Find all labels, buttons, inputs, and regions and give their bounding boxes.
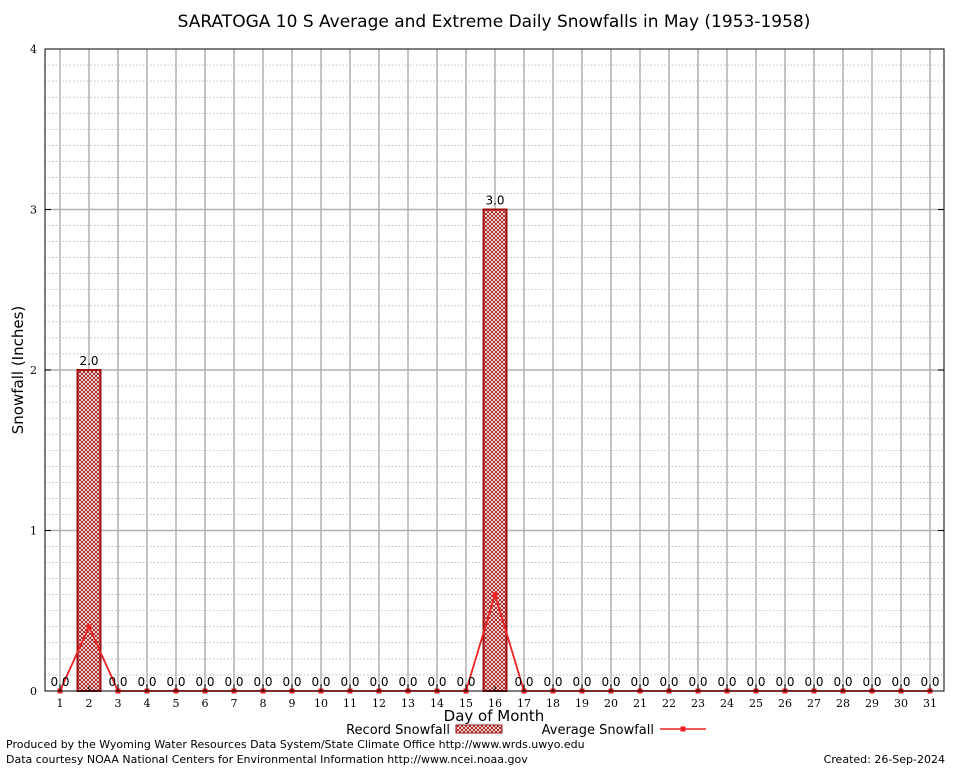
average-point (86, 624, 92, 630)
bar-value-label: 0.0 (224, 675, 243, 689)
x-axis-label: Day of Month (444, 707, 545, 725)
x-tick-label: 2 (86, 697, 93, 710)
bar-value-label: 0.0 (369, 675, 388, 689)
y-tick-label: 2 (30, 364, 37, 377)
bar-value-label: 0.0 (891, 675, 910, 689)
footer-created: Created: 26-Sep-2024 (824, 753, 945, 766)
x-tick-label: 11 (343, 697, 357, 710)
bar-value-label: 0.0 (195, 675, 214, 689)
bar-value-label: 0.0 (659, 675, 678, 689)
x-tick-label: 18 (546, 697, 560, 710)
x-tick-label: 25 (749, 697, 763, 710)
bar-value-label: 0.0 (746, 675, 765, 689)
x-tick-label: 30 (894, 697, 908, 710)
bar-value-label: 0.0 (630, 675, 649, 689)
bar-value-label: 0.0 (862, 675, 881, 689)
x-tick-label: 31 (923, 697, 937, 710)
x-tick-label: 7 (231, 697, 238, 710)
bar-value-label: 0.0 (50, 675, 69, 689)
y-tick-label: 3 (30, 204, 37, 217)
x-tick-label: 13 (401, 697, 415, 710)
bar-value-label: 0.0 (833, 675, 852, 689)
x-tick-label: 29 (865, 697, 879, 710)
x-tick-label: 4 (144, 697, 151, 710)
bar-value-label: 0.0 (920, 675, 939, 689)
bar-value-label: 0.0 (514, 675, 533, 689)
bar-value-label: 0.0 (398, 675, 417, 689)
bar-value-label: 0.0 (601, 675, 620, 689)
legend-average-marker (680, 726, 686, 732)
x-tick-label: 26 (778, 697, 792, 710)
x-tick-label: 24 (720, 697, 734, 710)
bar-value-label: 0.0 (282, 675, 301, 689)
legend-average-label: Average Snowfall (542, 723, 654, 738)
y-tick-label: 0 (30, 685, 37, 698)
bar-value-label: 0.0 (572, 675, 591, 689)
x-tick-label: 21 (633, 697, 647, 710)
x-tick-label: 19 (575, 697, 589, 710)
x-tick-label: 9 (289, 697, 296, 710)
bar-value-label: 0.0 (340, 675, 359, 689)
bar-value-label: 0.0 (456, 675, 475, 689)
bar-value-label: 0.0 (253, 675, 272, 689)
x-tick-label: 14 (430, 697, 444, 710)
x-tick-label: 12 (372, 697, 386, 710)
bar-value-label: 0.0 (688, 675, 707, 689)
bar-value-label: 0.0 (775, 675, 794, 689)
bar-value-label: 3.0 (485, 194, 504, 208)
x-tick-label: 23 (691, 697, 705, 710)
x-tick-label: 10 (314, 697, 328, 710)
bar-value-label: 0.0 (804, 675, 823, 689)
x-tick-label: 5 (173, 697, 180, 710)
bar-value-label: 0.0 (543, 675, 562, 689)
bar-value-label: 0.0 (166, 675, 185, 689)
bar-value-label: 2.0 (79, 354, 98, 368)
x-tick-label: 8 (260, 697, 267, 710)
y-tick-label: 1 (30, 525, 37, 538)
x-tick-label: 6 (202, 697, 209, 710)
footer-produced-by: Produced by the Wyoming Water Resources … (6, 738, 585, 751)
record-bars (76, 208, 508, 692)
x-tick-label: 1 (57, 697, 64, 710)
x-tick-label: 28 (836, 697, 850, 710)
bar-value-label: 0.0 (311, 675, 330, 689)
chart-title: SARATOGA 10 S Average and Extreme Daily … (178, 12, 811, 32)
footer-courtesy: Data courtesy NOAA National Centers for … (6, 753, 528, 766)
x-tick-label: 17 (517, 697, 531, 710)
y-axis-label: Snowfall (Inches) (9, 306, 27, 434)
average-point (492, 592, 498, 598)
x-tick-label: 20 (604, 697, 618, 710)
x-tick-label: 27 (807, 697, 821, 710)
legend: Record Snowfall Average Snowfall (346, 723, 706, 738)
x-tick-label: 22 (662, 697, 676, 710)
bar-value-label: 0.0 (108, 675, 127, 689)
x-tick-label: 3 (115, 697, 122, 710)
x-tick-label: 15 (459, 697, 473, 710)
bar-value-label: 0.0 (137, 675, 156, 689)
x-tick-label: 16 (488, 697, 502, 710)
bar-value-label: 0.0 (427, 675, 446, 689)
bar-value-label: 0.0 (717, 675, 736, 689)
legend-record-swatch (455, 724, 503, 734)
legend-record-label: Record Snowfall (346, 723, 450, 738)
data-labels: 0.0 2.0 0.0 0.0 0.0 0.0 0.0 0.0 0.0 0.0 0.0 0.0 0.0 0… (50, 194, 939, 690)
y-tick-label: 4 (30, 43, 37, 56)
